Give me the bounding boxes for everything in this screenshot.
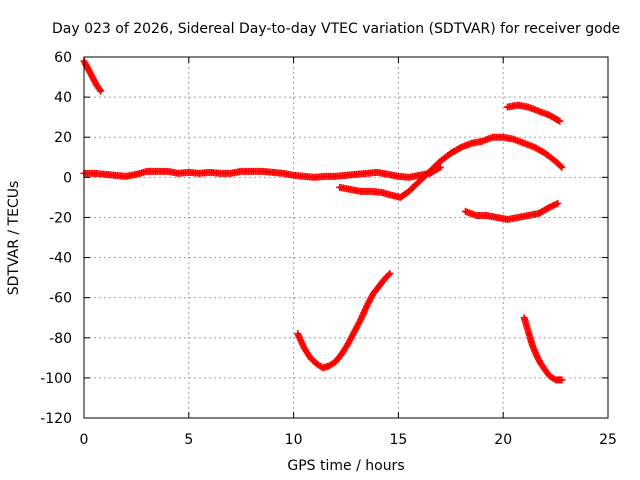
x-tick-label: 20	[494, 432, 512, 448]
data-point	[386, 270, 394, 278]
y-tick-label: 60	[54, 50, 72, 66]
series-track-d	[503, 101, 564, 125]
data-point	[97, 87, 105, 95]
y-tick-label: -80	[49, 331, 72, 347]
data-point	[456, 144, 464, 152]
chart-title: Day 023 of 2026, Sidereal Day-to-day VTE…	[52, 21, 620, 37]
series-track-b	[80, 163, 444, 181]
x-tick-label: 15	[389, 432, 407, 448]
y-axis-title: SDTVAR / TECUs	[6, 181, 22, 296]
x-tick-label: 10	[285, 432, 303, 448]
series-track-f	[294, 270, 394, 372]
y-tick-label: -20	[49, 210, 72, 226]
data-point	[558, 163, 566, 171]
data-point	[554, 116, 562, 124]
data-point	[557, 162, 565, 170]
data-series	[80, 57, 566, 384]
data-point	[554, 199, 562, 207]
data-point	[385, 271, 393, 279]
y-tick-label: -120	[40, 411, 72, 427]
grid-lines	[84, 57, 608, 418]
x-tick-label: 0	[80, 432, 89, 448]
x-axis-title: GPS time / hours	[287, 458, 404, 474]
data-point	[96, 86, 104, 94]
series-track-c	[336, 133, 566, 201]
axis-ticks: 0 5 10 15 20 25 -120 -100 -80 -60 -40 -20 0 20 40 60	[40, 50, 617, 448]
x-tick-label: 5	[184, 432, 193, 448]
data-point	[558, 376, 566, 384]
plot-frame	[83, 56, 609, 419]
data-point	[556, 117, 564, 125]
series-track-e	[461, 199, 562, 223]
y-tick-label: -40	[49, 251, 72, 267]
y-tick-label: 0	[63, 170, 72, 186]
y-tick-label: 20	[54, 130, 72, 146]
series-track-g	[520, 314, 566, 384]
y-tick-label: 40	[54, 90, 72, 106]
y-tick-label: -100	[40, 371, 72, 387]
x-tick-label: 25	[599, 432, 617, 448]
y-tick-label: -60	[49, 291, 72, 307]
data-point	[436, 163, 444, 171]
